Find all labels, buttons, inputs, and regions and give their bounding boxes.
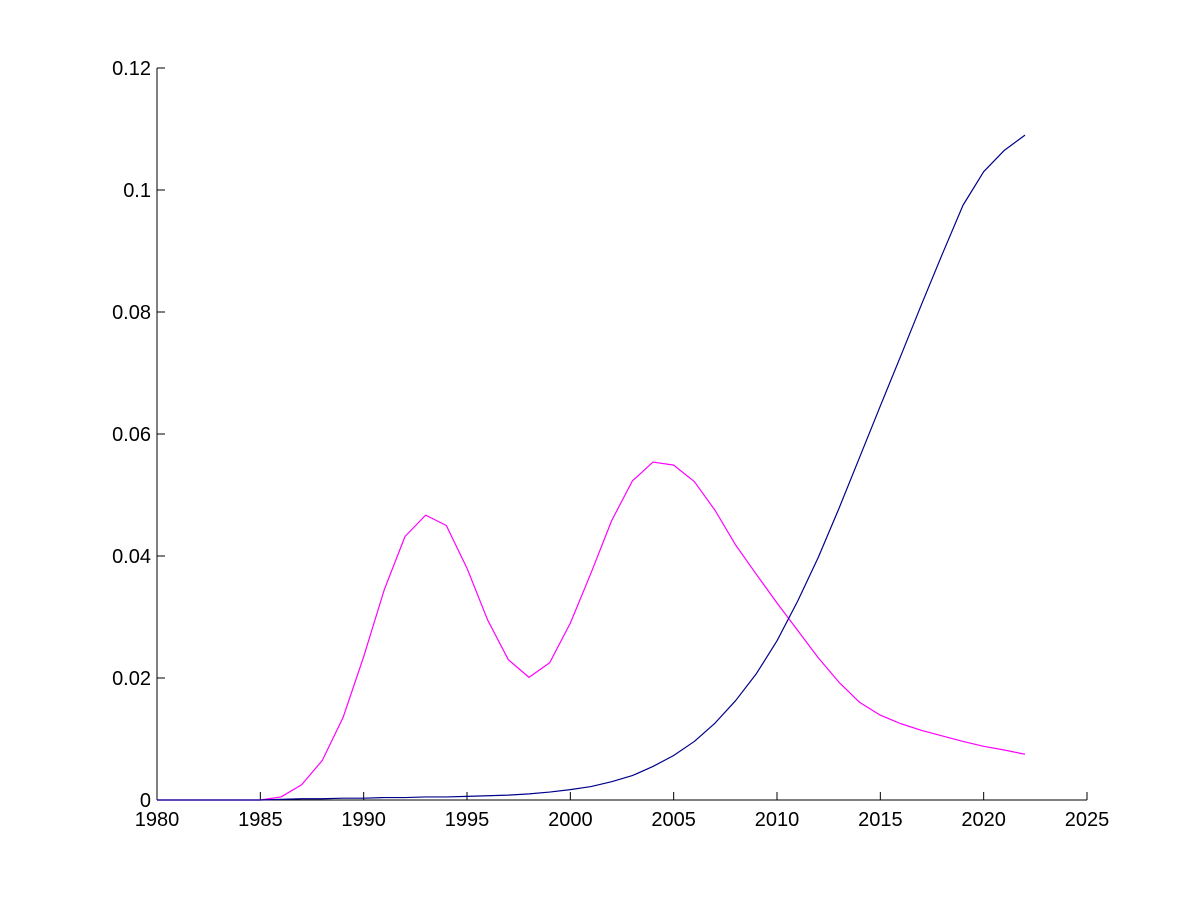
- x-tick-label: 2020: [961, 809, 1006, 831]
- x-tick-label: 2005: [651, 809, 696, 831]
- x-tick-label: 2015: [858, 809, 903, 831]
- y-tick-label: 0: [140, 790, 151, 812]
- y-tick-label: 0.06: [112, 424, 151, 446]
- series-lines: [157, 134, 1026, 801]
- y-tick-label: 0.04: [112, 546, 151, 568]
- series-line-0: [157, 461, 1026, 801]
- y-tick-label: 0.12: [112, 58, 151, 80]
- x-tick-label: 2000: [548, 809, 593, 831]
- y-tick-label: 0.08: [112, 302, 151, 324]
- x-tick-label: 2010: [755, 809, 800, 831]
- x-tick-label: 1995: [445, 809, 490, 831]
- x-tick-label: 2025: [1065, 809, 1110, 831]
- x-tick-label: 1985: [238, 809, 283, 831]
- y-tick-label: 0.02: [112, 668, 151, 690]
- series-line-1: [157, 134, 1026, 801]
- axes: [156, 68, 1087, 801]
- x-ticks: 1980 1985 1990 1995 2000 2005 2010 2015 2020 2025: [135, 792, 1110, 831]
- x-tick-label: 1990: [341, 809, 386, 831]
- x-tick-label: 1980: [135, 809, 180, 831]
- y-tick-label: 0.1: [123, 180, 151, 202]
